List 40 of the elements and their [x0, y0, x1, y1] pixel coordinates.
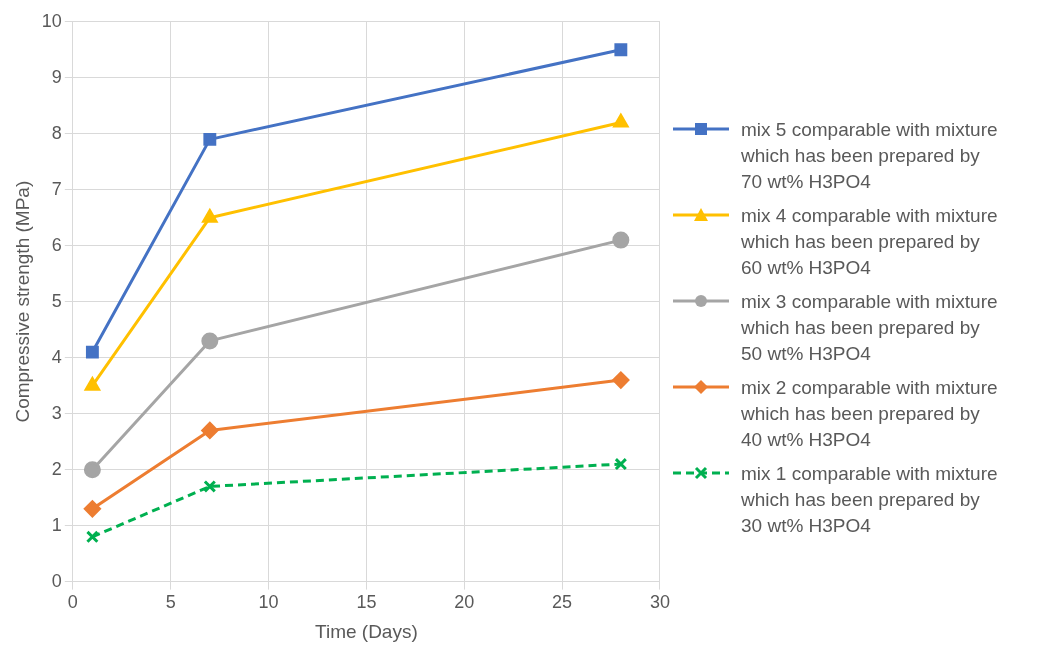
legend-label: mix 4 comparable with mixture which has been prepared by 60 wt% H3PO4: [741, 204, 999, 280]
y-tick-label: 8: [51, 122, 62, 143]
y-tick-label: 0: [51, 570, 62, 591]
y-tick-label: 9: [51, 66, 62, 87]
point: [202, 209, 218, 223]
x-axis-title: Time (Days): [315, 620, 418, 642]
y-tick-label: 3: [51, 402, 62, 423]
point: [614, 457, 628, 471]
y-tick-label: 6: [51, 234, 62, 255]
point: [85, 530, 99, 544]
point: [612, 231, 630, 249]
point: [84, 377, 100, 391]
point: [612, 371, 630, 389]
y-axis-title: Compressive strength (MPa): [11, 180, 33, 423]
legend-label: mix 3 comparable with mixture which has been prepared by 50 wt% H3PO4: [741, 290, 999, 366]
x-tick-label: 20: [454, 592, 475, 613]
x-tick-label: 15: [356, 592, 377, 613]
point: [85, 345, 99, 359]
legend-label: mix 2 comparable with mixture which has been prepared by 40 wt% H3PO4: [741, 376, 999, 452]
x-tick-label: 25: [552, 592, 573, 613]
x-tick-label: 5: [165, 592, 176, 613]
point: [83, 461, 101, 479]
point: [613, 114, 629, 128]
y-tick-label: 2: [51, 458, 62, 479]
y-tick-label: 5: [51, 290, 62, 311]
y-tick-label: 10: [41, 10, 62, 31]
point: [203, 132, 217, 146]
x-tick-label: 0: [67, 592, 78, 613]
legend-label: mix 5 comparable with mixture which has been prepared by 70 wt% H3PO4: [741, 118, 999, 194]
x-tick-label: 30: [649, 592, 670, 613]
y-tick-label: 4: [51, 346, 62, 367]
point: [201, 421, 219, 439]
y-tick-label: 1: [51, 514, 62, 535]
y-tick-label: 7: [51, 178, 62, 199]
point: [614, 43, 628, 57]
point: [203, 479, 217, 493]
legend-label: mix 1 comparable with mixture which has been prepared by 30 wt% H3PO4: [741, 462, 999, 538]
point: [83, 500, 101, 518]
point: [201, 332, 219, 350]
x-tick-label: 10: [258, 592, 279, 613]
